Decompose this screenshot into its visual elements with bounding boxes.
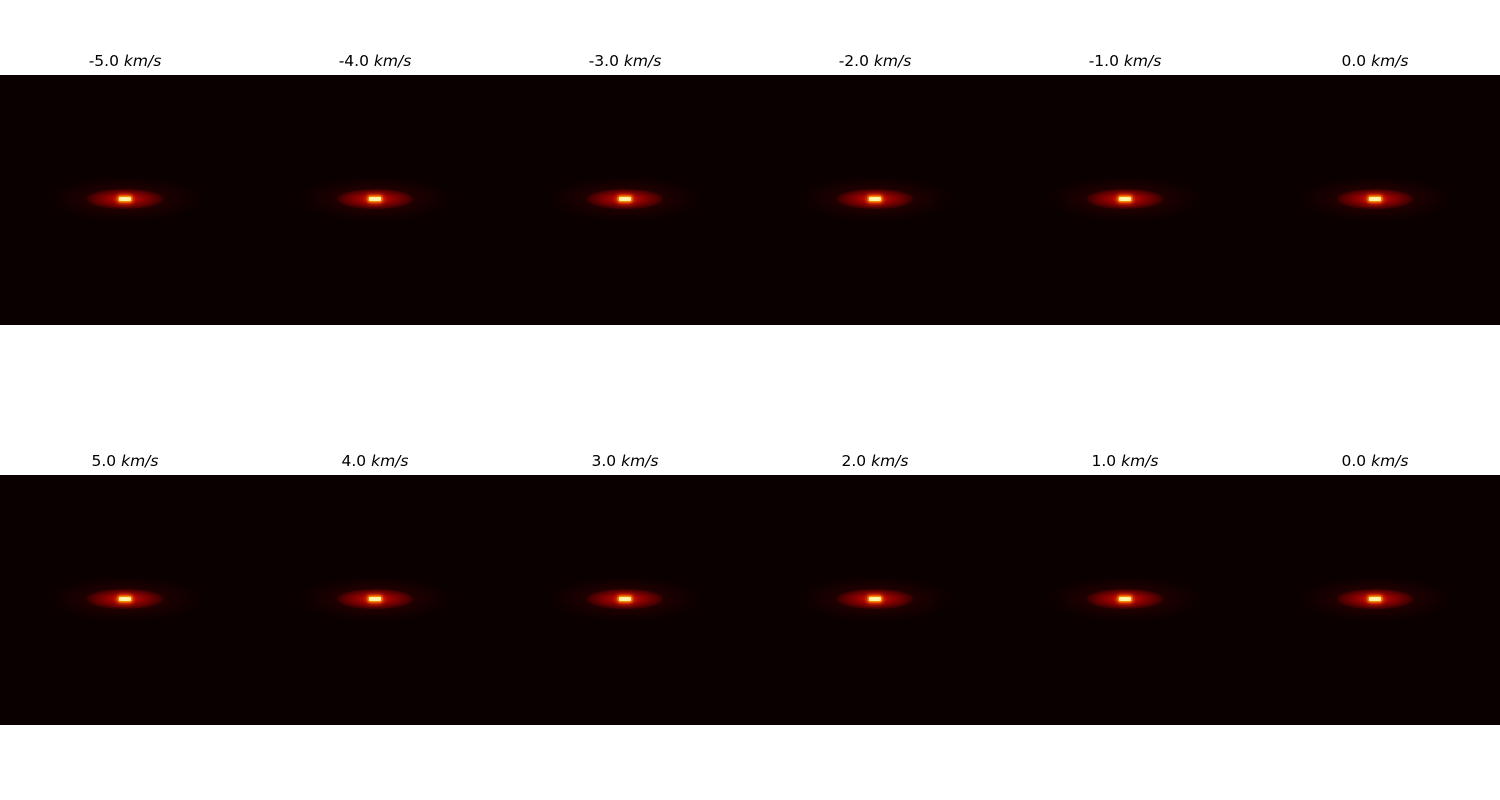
panel-title: 0.0 km/s xyxy=(1341,52,1409,70)
emission-core xyxy=(619,197,631,201)
emission-core xyxy=(369,197,381,201)
panel-title: -1.0 km/s xyxy=(1088,52,1162,70)
emission-core xyxy=(119,597,131,601)
panel-title: 5.0 km/s xyxy=(91,452,159,470)
channel-panel: 5.0 km/s xyxy=(0,452,250,725)
channel-panel: 3.0 km/s xyxy=(500,452,750,725)
channel-panel: 0.0 km/s xyxy=(1250,52,1500,325)
channel-panel: -2.0 km/s xyxy=(750,52,1000,325)
channel-panel: 4.0 km/s xyxy=(250,452,500,725)
channel-panel: -3.0 km/s xyxy=(500,52,750,325)
panel-title: 1.0 km/s xyxy=(1091,452,1159,470)
channel-panel: -4.0 km/s xyxy=(250,52,500,325)
emission-core xyxy=(869,197,881,201)
emission-core xyxy=(1119,597,1131,601)
panel-title: 2.0 km/s xyxy=(841,452,909,470)
panel-title: -2.0 km/s xyxy=(838,52,912,70)
panel-title: 3.0 km/s xyxy=(591,452,659,470)
emission-core xyxy=(1119,197,1131,201)
panel-title: 0.0 km/s xyxy=(1341,452,1409,470)
channel-panel: 1.0 km/s xyxy=(1000,452,1250,725)
channel-panel: 2.0 km/s xyxy=(750,452,1000,725)
emission-core xyxy=(1369,197,1381,201)
emission-core xyxy=(119,197,131,201)
panel-title: 4.0 km/s xyxy=(341,452,409,470)
channel-panel: 0.0 km/s xyxy=(1250,452,1500,725)
channel-panel: -5.0 km/s xyxy=(0,52,250,325)
emission-core xyxy=(1369,597,1381,601)
panel-title: -4.0 km/s xyxy=(338,52,412,70)
panel-title: -5.0 km/s xyxy=(88,52,162,70)
emission-core xyxy=(369,597,381,601)
emission-core xyxy=(869,597,881,601)
channel-panel: -1.0 km/s xyxy=(1000,52,1250,325)
channel-map-row-top: -5.0 km/s -4.0 km/s -3.0 km/s -2.0 km/s … xyxy=(0,52,1500,325)
channel-map-row-bottom: 5.0 km/s 4.0 km/s 3.0 km/s 2.0 km/s 1.0 … xyxy=(0,452,1500,725)
emission-core xyxy=(619,597,631,601)
panel-title: -3.0 km/s xyxy=(588,52,662,70)
